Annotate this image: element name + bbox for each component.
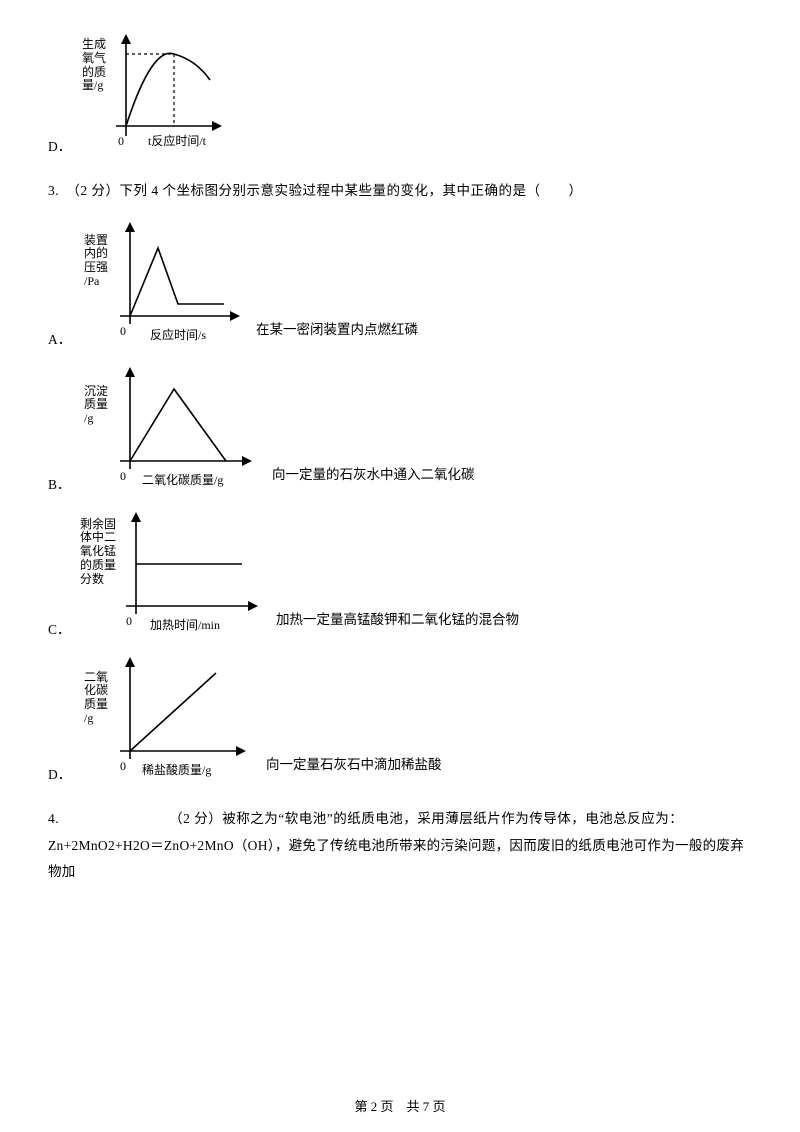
chart-c-origin: 0 [126,610,132,633]
chart-b-xlabel: 二氧化碳质量/g [142,469,223,492]
chart-a-origin: 0 [120,320,126,343]
q4-num: 4. [48,811,59,826]
q3-text: 3. （2 分）下列 4 个坐标图分别示意实验过程中某些量的变化，其中正确的是（… [48,178,752,204]
chart-b-origin: 0 [120,465,126,488]
chart-d-xlabel: 稀盐酸质量/g [142,759,211,782]
option-c-desc: 加热一定量高锰酸钾和二氧化锰的混合物 [276,607,519,643]
option-letter-b: B． [48,472,78,498]
chart-a: 装置 内的 压强 /Pa 0 反应时间/s [78,218,248,353]
option-c-row: C． 剩余固 体中二 氧化锰 的质量 分数 0 加热时间/min 加热一定量高锰… [48,508,752,643]
option-b-row: B． 沉淀 质量 /g 0 二氧化碳质量/g 向一定量的石灰水中通入二氧化碳 [48,363,752,498]
chart-d: 二氧 化碳 质量 /g 0 稀盐酸质量/g [78,653,258,788]
chart-prev-d: 生成 氧气 的质 量/g 0 t反应时间/t [82,30,222,160]
chart-prev-d-xlabel: t反应时间/t [148,130,206,153]
option-letter-d: D． [48,762,78,788]
chart-d-origin: 0 [120,755,126,778]
option-d-desc: 向一定量石灰石中滴加稀盐酸 [266,752,442,788]
option-letter-c: C． [48,617,78,643]
q4-line1: 4. （2 分）被称之为“软电池”的纸质电池，采用薄层纸片作为传导体，电池总反应为… [48,806,752,832]
option-a-desc: 在某一密闭装置内点燃红磷 [256,317,418,353]
chart-c-xlabel: 加热时间/min [150,614,220,637]
option-letter-d-prev: D． [48,134,78,160]
chart-a-ylabel: 装置 内的 压强 /Pa [84,234,108,289]
option-letter-a: A． [48,327,78,353]
q4-text1: （2 分）被称之为“软电池”的纸质电池，采用薄层纸片作为传导体，电池总反应为： [169,811,683,826]
chart-a-xlabel: 反应时间/s [150,324,206,347]
q4-line2: Zn+2MnO2+H2O＝ZnO+2MnO（OH），避免了传统电池所带来的污染问… [48,833,752,884]
chart-c: 剩余固 体中二 氧化锰 的质量 分数 0 加热时间/min [78,508,268,643]
chart-d-ylabel: 二氧 化碳 质量 /g [84,671,108,726]
chart-prev-d-origin: 0 [118,130,124,153]
chart-b: 沉淀 质量 /g 0 二氧化碳质量/g [78,363,264,498]
chart-c-ylabel: 剩余固 体中二 氧化锰 的质量 分数 [80,518,116,587]
option-d-row: D． 二氧 化碳 质量 /g 0 稀盐酸质量/g 向一定量石灰石中滴加稀盐酸 [48,653,752,788]
chart-prev-d-ylabel: 生成 氧气 的质 量/g [82,38,106,93]
page-footer: 第 2 页 共 7 页 [0,1095,800,1120]
option-a-row: A． 装置 内的 压强 /Pa 0 反应时间/s 在某一密闭装置内点燃红磷 [48,218,752,353]
chart-b-ylabel: 沉淀 质量 /g [84,385,108,426]
option-b-desc: 向一定量的石灰水中通入二氧化碳 [272,462,475,498]
prev-option-d-row: D． 生成 氧气 的质 量/g 0 t反应时间/t [48,30,752,160]
